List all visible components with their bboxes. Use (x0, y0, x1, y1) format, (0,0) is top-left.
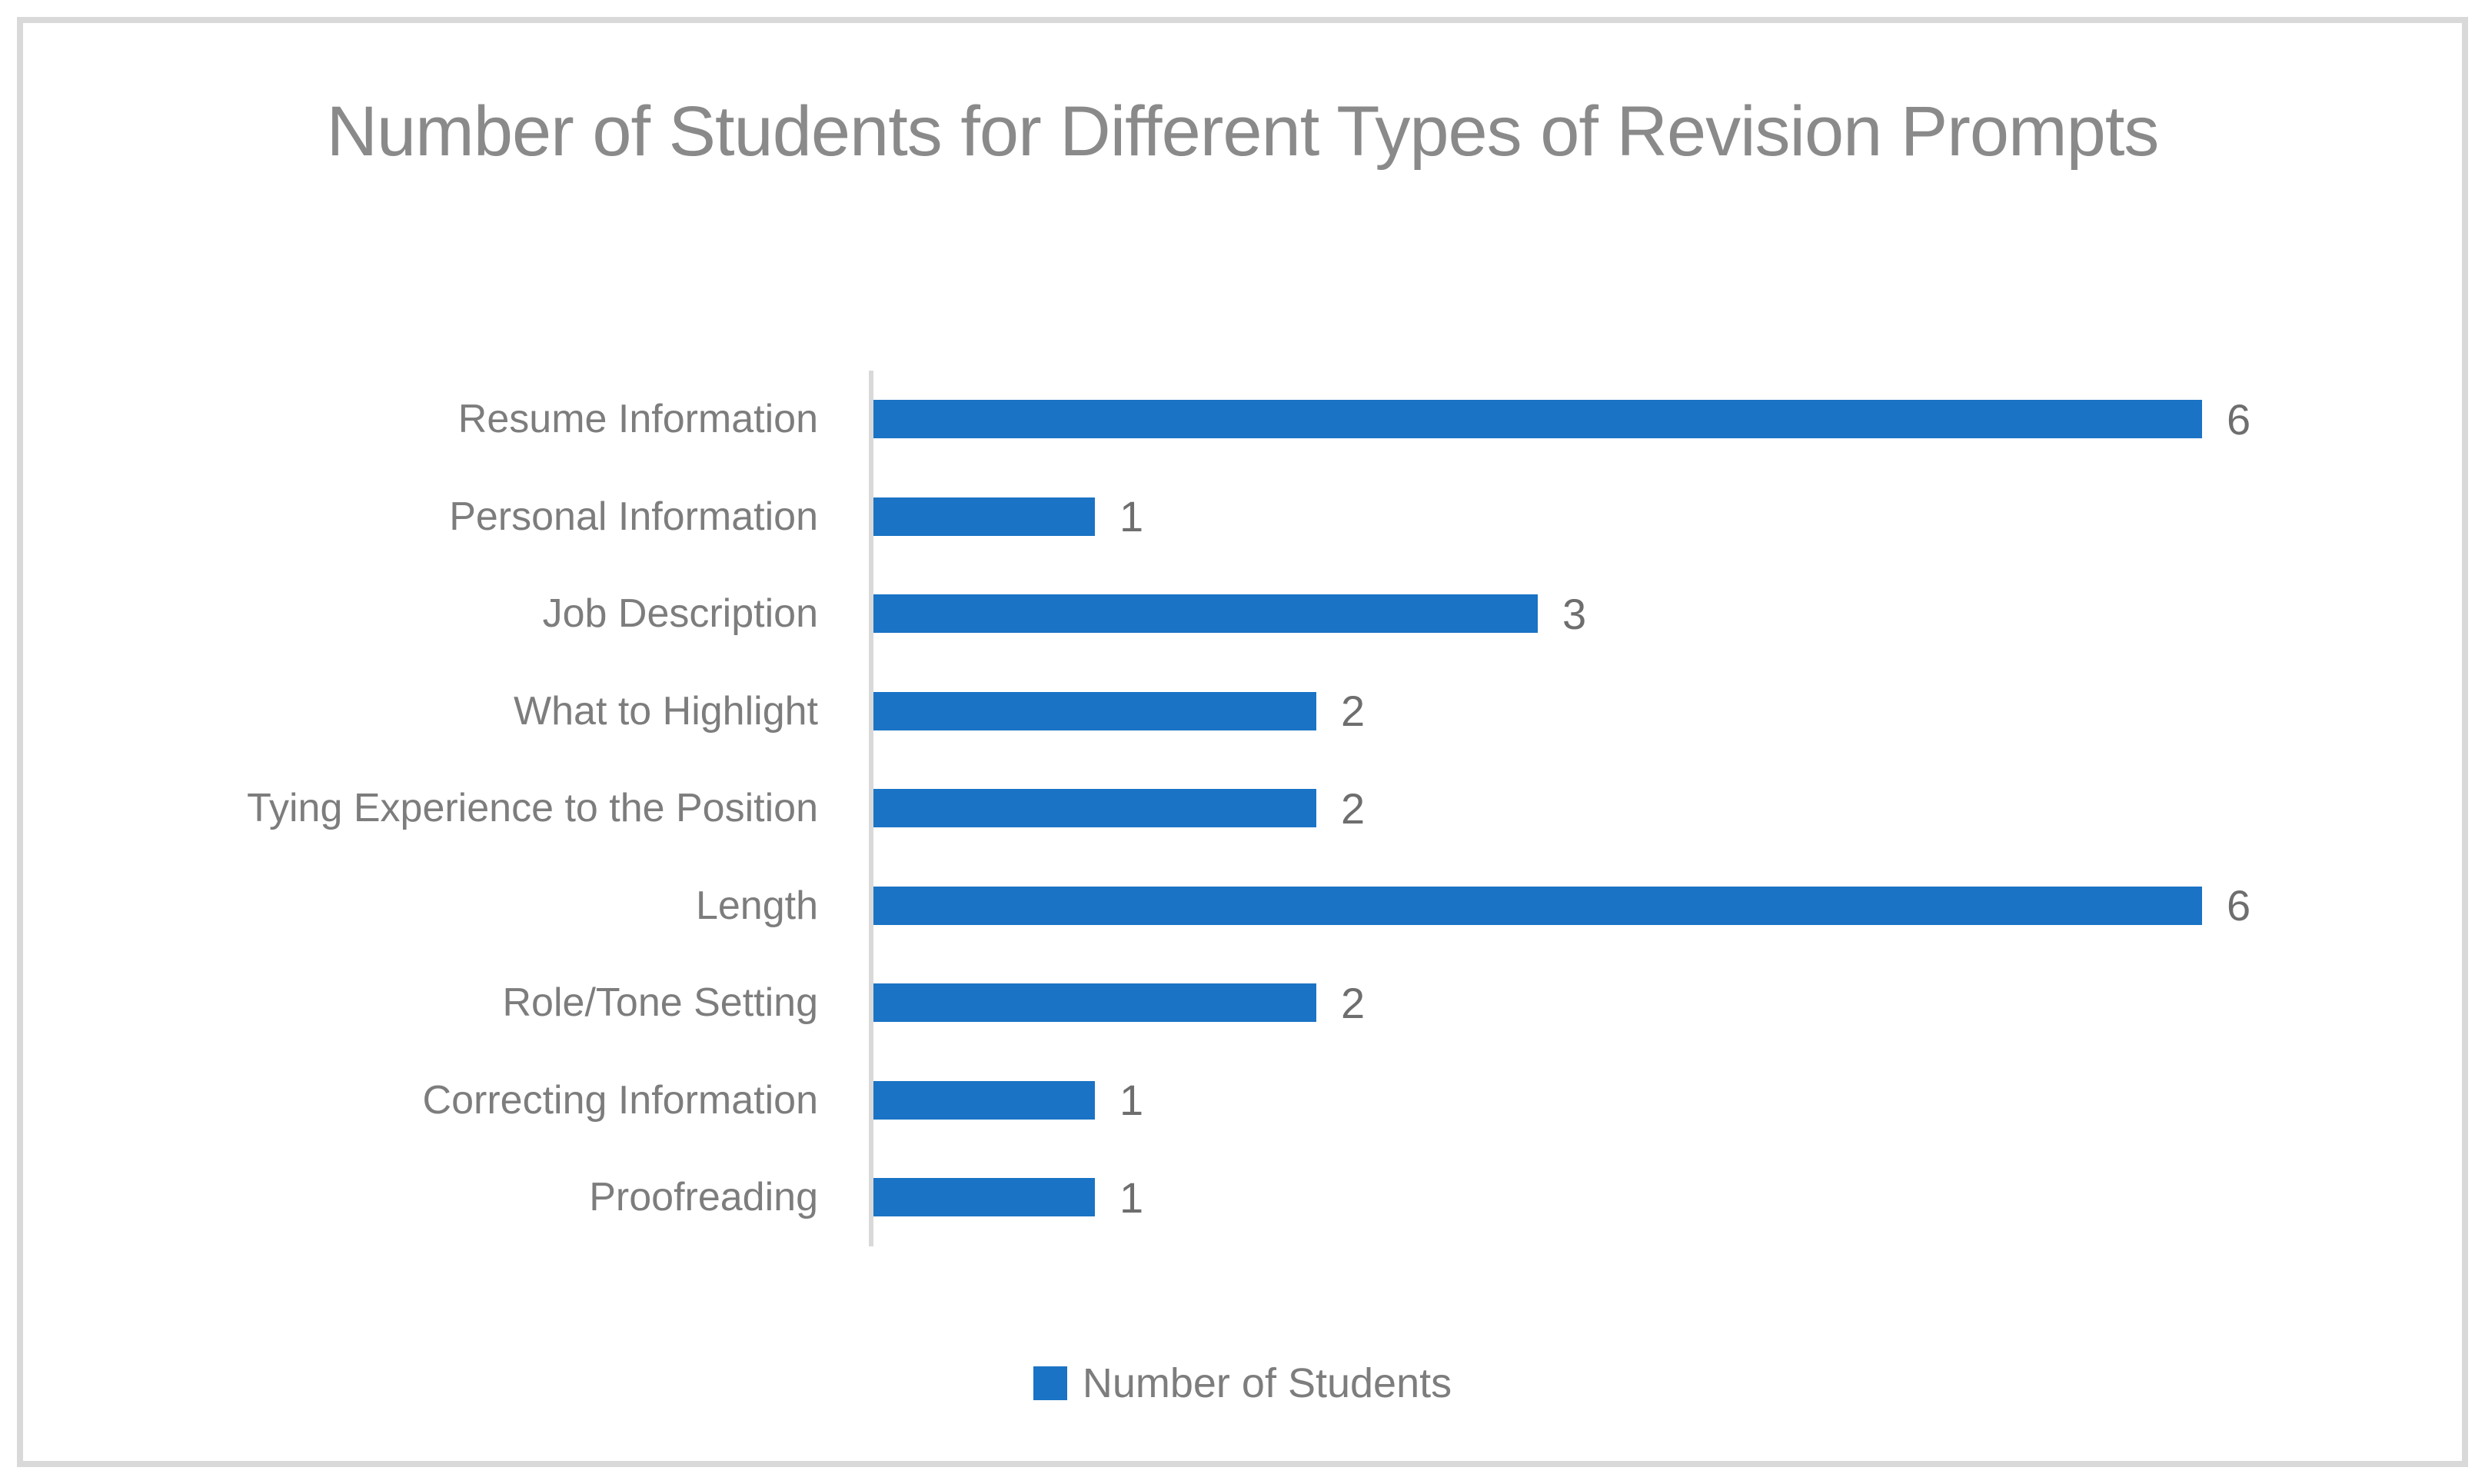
chart-row: Length 6 (23, 857, 2462, 954)
bar (873, 1080, 1095, 1120)
bar (873, 886, 2202, 925)
bar-track: 2 (869, 760, 2462, 857)
value-label: 2 (1341, 687, 1366, 736)
value-label: 1 (1119, 492, 1144, 541)
bar (873, 497, 1095, 536)
value-label: 2 (1341, 978, 1366, 1027)
chart-row: Job Description 3 (23, 565, 2462, 663)
plot-area: Resume Information 6 Personal Information 1… (23, 371, 2462, 1246)
category-label: What to Highlight (514, 688, 818, 734)
bar-track: 2 (869, 954, 2462, 1052)
category-label: Job Description (542, 591, 818, 637)
value-label: 6 (2227, 881, 2251, 930)
chart-row: Tying Experience to the Position 2 (23, 760, 2462, 857)
chart-row: Personal Information 1 (23, 467, 2462, 565)
category-label: Length (695, 883, 818, 928)
chart-row: What to Highlight 2 (23, 662, 2462, 760)
bar-track: 3 (869, 565, 2462, 663)
chart-frame: Number of Students for Different Types o… (17, 17, 2468, 1467)
value-label: 2 (1341, 784, 1366, 833)
bar-track: 1 (869, 1149, 2462, 1246)
bar (873, 789, 1316, 828)
value-label: 1 (1119, 1076, 1144, 1125)
category-label: Resume Information (457, 397, 818, 442)
chart-row: Correcting Information 1 (23, 1051, 2462, 1149)
chart-title: Number of Students for Different Types o… (23, 71, 2462, 192)
legend-label: Number of Students (1082, 1360, 1452, 1406)
bar (873, 691, 1316, 730)
category-label: Proofreading (589, 1175, 818, 1220)
value-label: 1 (1119, 1173, 1144, 1222)
category-label: Tying Experience to the Position (247, 786, 818, 831)
bar-track: 6 (869, 857, 2462, 954)
category-label: Correcting Information (422, 1077, 818, 1123)
bar (873, 983, 1316, 1023)
bar (873, 1178, 1095, 1217)
legend-swatch-icon (1033, 1366, 1067, 1400)
chart-row: Role/Tone Setting 2 (23, 954, 2462, 1052)
category-label: Personal Information (449, 494, 818, 539)
value-label: 3 (1562, 589, 1587, 638)
chart-row: Proofreading 1 (23, 1149, 2462, 1246)
bar-track: 1 (869, 467, 2462, 565)
bar (873, 400, 2202, 439)
chart-title-text: Number of Students for Different Types o… (326, 92, 2160, 171)
chart-row: Resume Information 6 (23, 371, 2462, 468)
bar-track: 6 (869, 371, 2462, 468)
bar-track: 2 (869, 662, 2462, 760)
bar-track: 1 (869, 1051, 2462, 1149)
bar (873, 594, 1538, 634)
value-label: 6 (2227, 394, 2251, 444)
legend: Number of Students (23, 1359, 2462, 1407)
category-label: Role/Tone Setting (502, 980, 819, 1026)
